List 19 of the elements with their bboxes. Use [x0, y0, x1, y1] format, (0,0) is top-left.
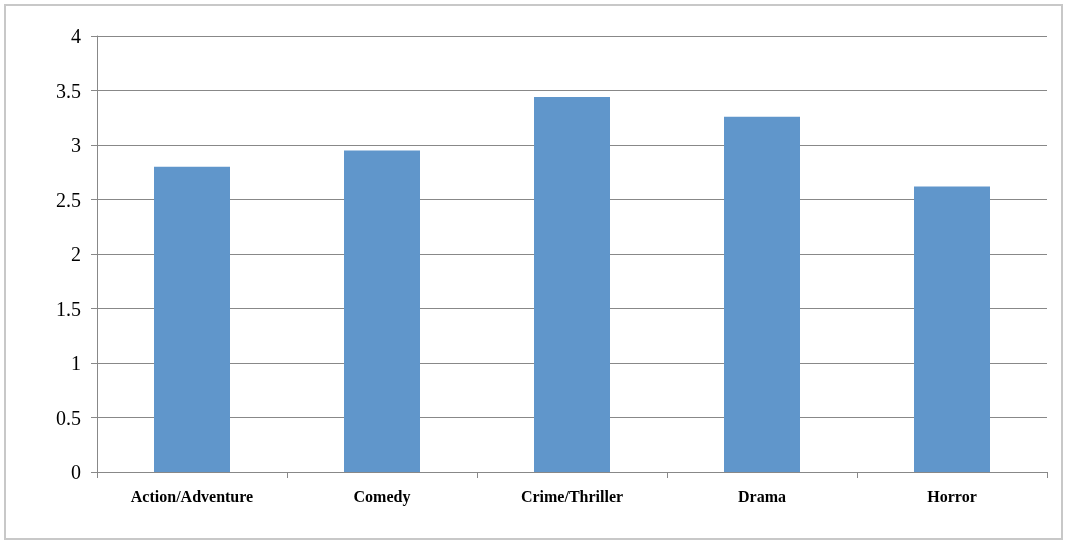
- y-tick-label: 2: [71, 243, 81, 265]
- y-tick-label: 1.5: [56, 297, 81, 320]
- x-tick-label: Crime/Thriller: [520, 487, 624, 505]
- x-tick-label: Comedy: [353, 487, 411, 506]
- y-tick-label: 3.5: [56, 79, 81, 102]
- bar: [344, 150, 420, 472]
- bar: [914, 186, 990, 472]
- x-tick-label: Action/Adventure: [130, 487, 254, 505]
- y-tick-label: 2.5: [56, 188, 81, 211]
- y-tick-label: 4: [71, 25, 81, 47]
- y-tick-label: 0.5: [56, 406, 81, 429]
- x-tick-label: Drama: [738, 487, 786, 505]
- bar: [534, 97, 610, 472]
- y-tick-label: 0: [71, 461, 81, 483]
- bar: [154, 166, 230, 472]
- y-tick-label: 3: [71, 134, 81, 156]
- y-tick-label: 1: [71, 352, 81, 374]
- bar: [724, 116, 800, 472]
- x-tick-label: Horror: [927, 487, 977, 505]
